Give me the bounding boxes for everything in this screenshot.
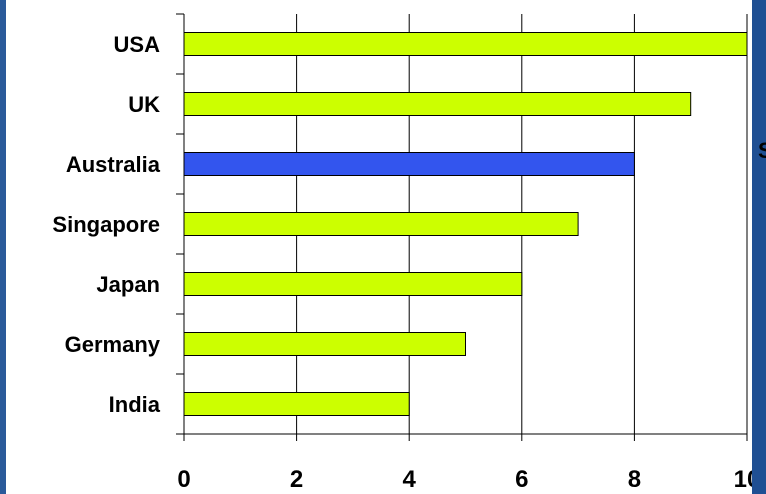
bar-usa [183, 32, 748, 56]
x-tick-label-6: 6 [515, 466, 528, 493]
category-label-usa: USA [114, 32, 161, 57]
x-tick-label-0: 0 [177, 466, 190, 493]
category-label-singapore: Singapore [52, 212, 160, 237]
bar-singapore [183, 212, 579, 236]
left-border-stripe [0, 0, 6, 494]
category-label-germany: Germany [65, 332, 161, 357]
category-label-australia: Australia [66, 152, 161, 177]
bar-india [183, 392, 410, 416]
category-label-india: India [109, 392, 161, 417]
x-tick-label-2: 2 [290, 466, 303, 493]
x-tick-label-4: 4 [403, 466, 417, 493]
category-label-japan: Japan [96, 272, 160, 297]
category-label-uk: UK [128, 92, 160, 117]
right-border-stripe [752, 0, 766, 494]
side-label: S [758, 138, 766, 163]
bar-japan [183, 272, 523, 296]
bar-germany [183, 332, 466, 356]
bar-uk [183, 92, 692, 116]
bar-australia [183, 152, 635, 176]
x-tick-label-8: 8 [628, 466, 641, 493]
